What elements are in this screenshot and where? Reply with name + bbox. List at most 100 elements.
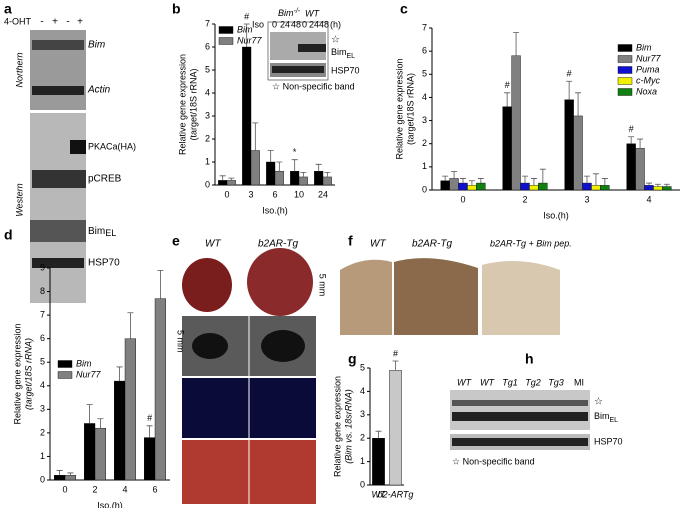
bar <box>440 180 450 191</box>
band-label: PKACa(HA) <box>88 141 136 151</box>
band-label: HSP70 <box>331 65 360 75</box>
annotation: # <box>505 80 510 90</box>
bar <box>573 115 583 191</box>
band-label: HSP70 <box>88 258 120 269</box>
bar <box>372 438 385 486</box>
bar <box>64 475 77 481</box>
error-bar <box>252 122 259 151</box>
bar <box>662 186 672 191</box>
panel-label: g <box>348 351 357 367</box>
error-bar <box>468 180 475 186</box>
x-tick-label: 4 <box>646 194 651 204</box>
legend-label: Bim <box>76 358 92 368</box>
x-tick-label: 6 <box>152 484 157 494</box>
star: ☆ <box>594 397 603 408</box>
error-bar <box>637 138 644 149</box>
y-tick-label: 1 <box>205 156 210 166</box>
treatment: + <box>52 17 58 28</box>
legend-label: Bim <box>237 24 253 34</box>
bar <box>511 55 521 191</box>
error-bar <box>566 80 573 100</box>
y-tick-label: 0 <box>40 474 45 484</box>
section-image <box>340 259 392 335</box>
panel-label: d <box>4 227 13 243</box>
error-bar <box>628 136 635 144</box>
bar <box>591 185 601 191</box>
group-label: WT <box>205 239 221 250</box>
y-tick-label: 1 <box>40 451 45 461</box>
bar <box>143 437 156 481</box>
bar <box>242 46 252 186</box>
scale-label: 5 mm <box>318 274 328 297</box>
y-tick-label: 6 <box>422 46 427 56</box>
band <box>32 170 86 188</box>
bar <box>520 182 530 191</box>
legend-label: c-Myc <box>636 75 660 85</box>
band-label: Bim <box>88 40 105 51</box>
bar <box>113 380 126 481</box>
y-axis-label: (target/18S rRNA) <box>188 68 198 140</box>
error-bar <box>116 366 123 382</box>
error-bar <box>522 175 528 184</box>
time: 24 <box>309 19 319 29</box>
lane-label: Tg3 <box>548 377 564 387</box>
y-tick-label: 4 <box>360 386 365 396</box>
error-bar <box>504 92 511 107</box>
y-tick-label: 2 <box>360 433 365 443</box>
y-tick-label: 6 <box>40 333 45 343</box>
section-label: Northern <box>14 52 24 87</box>
y-tick-label: 3 <box>40 404 45 414</box>
scale-label: 5 mm <box>176 330 186 353</box>
error-bar <box>442 175 449 181</box>
error-bar <box>477 178 484 184</box>
star: ☆ <box>331 35 340 46</box>
echo-chamber <box>192 333 228 359</box>
bar <box>290 170 300 186</box>
error-bar <box>228 177 235 181</box>
y-tick-label: 2 <box>40 427 45 437</box>
legend-swatch <box>617 66 633 74</box>
error-bar <box>146 425 153 438</box>
y-axis-label: Relative gene expression <box>177 54 187 155</box>
y-tick-label: 1 <box>422 161 427 171</box>
bar <box>54 475 66 481</box>
y-tick-label: 0 <box>422 184 427 194</box>
legend-label: Noxa <box>636 86 657 96</box>
annotation: # <box>567 69 572 79</box>
error-bar <box>663 183 670 187</box>
legend-swatch <box>617 88 633 96</box>
y-tick-label: 4 <box>205 87 210 97</box>
time: 24 <box>280 19 290 29</box>
group-label: b2AR-Tg + Bim pep. <box>490 238 572 248</box>
bar <box>467 185 477 191</box>
legend-label: Puma <box>636 64 660 74</box>
lane-label: MI <box>574 377 584 387</box>
bar <box>94 427 107 481</box>
y-tick-label: 5 <box>205 64 210 74</box>
bar <box>266 161 276 186</box>
panel-f: f WT b2AR-Tg b2AR-Tg + Bim pep. <box>340 233 572 335</box>
y-axis-label: (target/18S rRNA) <box>23 338 33 410</box>
x-tick-label: 3 <box>584 194 589 204</box>
bar <box>502 106 512 191</box>
legend-swatch <box>218 37 234 45</box>
treatment-label: 4-OHT <box>4 16 32 26</box>
y-tick-label: 5 <box>422 69 427 79</box>
x-tick-label: 0 <box>460 194 465 204</box>
panel-label: f <box>348 233 353 249</box>
y-tick-label: 7 <box>205 18 210 28</box>
y-tick-label: 2 <box>422 138 427 148</box>
unit: (h) <box>330 19 341 29</box>
bar <box>644 185 654 191</box>
y-tick-label: 3 <box>360 409 365 419</box>
group-label: b2AR-Tg <box>412 239 452 250</box>
group-label: Bim-/- <box>278 8 301 19</box>
legend-label: Nur77 <box>76 369 102 379</box>
error-bar <box>654 183 661 187</box>
heart-image <box>247 248 313 316</box>
lane-label: WT <box>480 377 495 387</box>
band <box>452 438 588 446</box>
y-tick-label: 3 <box>422 115 427 125</box>
error-bar <box>219 175 226 181</box>
y-tick-label: 4 <box>422 92 427 102</box>
